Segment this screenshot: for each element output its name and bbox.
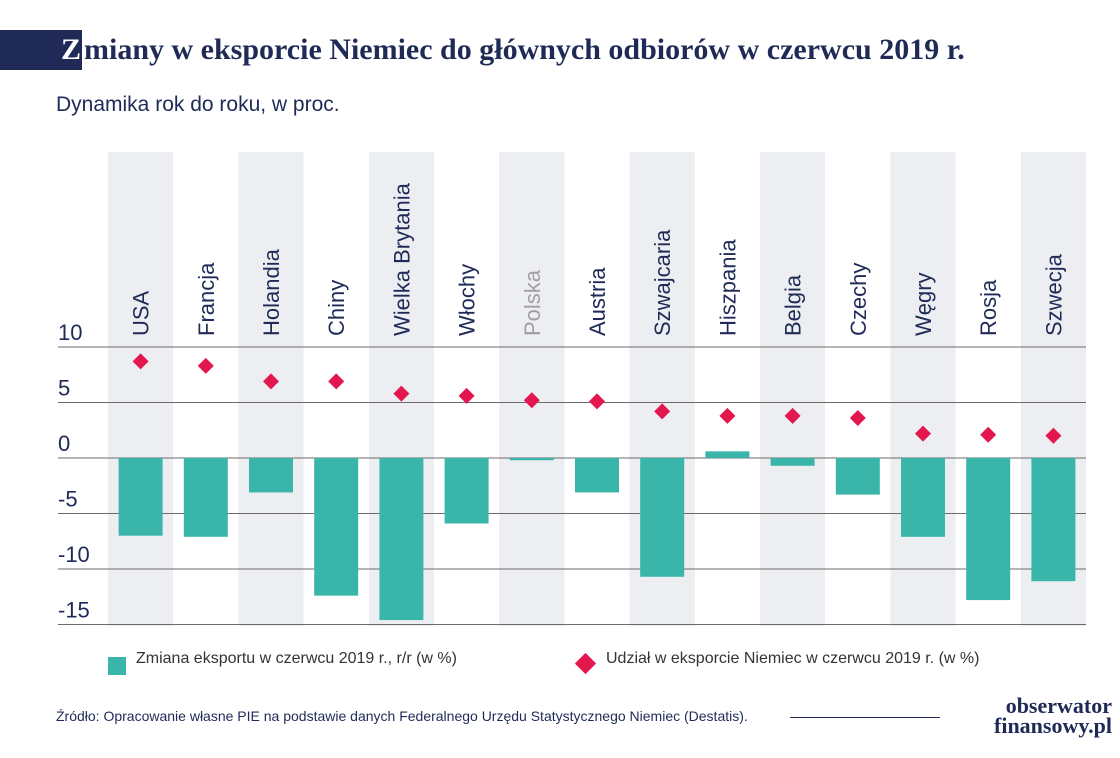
logo: obserwator finansowy.pl bbox=[952, 693, 1112, 738]
category-label: USA bbox=[129, 290, 154, 336]
column-band bbox=[108, 152, 174, 626]
y-tick-label: 5 bbox=[58, 376, 70, 401]
category-label: Francja bbox=[194, 262, 219, 336]
title-initial: Z bbox=[60, 30, 82, 70]
source-divider bbox=[790, 717, 940, 718]
diamond-marker bbox=[915, 425, 931, 442]
y-tick-label: -5 bbox=[58, 487, 78, 512]
bar bbox=[640, 458, 685, 577]
diamond-marker bbox=[654, 403, 671, 420]
category-label: Polska bbox=[520, 269, 545, 336]
category-label: Holandia bbox=[259, 248, 284, 336]
category-label: Hiszpania bbox=[715, 239, 740, 336]
category-label: Wielka Brytania bbox=[389, 182, 414, 336]
logo-line-2: finansowy.pl bbox=[994, 713, 1112, 738]
category-label: Szwecja bbox=[1041, 253, 1066, 336]
column-band bbox=[499, 152, 565, 626]
category-label: Belgia bbox=[781, 274, 806, 336]
logo-line-1: obserwator bbox=[1005, 693, 1112, 718]
diamond-marker bbox=[328, 373, 345, 390]
bar bbox=[575, 458, 619, 493]
diamond-marker bbox=[719, 407, 736, 424]
diamond-marker bbox=[132, 353, 149, 370]
diamond-marker bbox=[849, 410, 866, 427]
y-tick-label: -10 bbox=[58, 542, 90, 567]
diamond-marker bbox=[458, 387, 475, 404]
category-label: Austria bbox=[585, 267, 610, 336]
legend-diamond-marker bbox=[574, 652, 597, 675]
bar bbox=[901, 458, 945, 537]
column-band bbox=[760, 152, 826, 626]
y-tick-label: -15 bbox=[58, 598, 90, 623]
title-accent-bar bbox=[0, 30, 60, 70]
bar bbox=[249, 458, 293, 493]
category-label: Włochy bbox=[455, 264, 480, 336]
bar bbox=[183, 458, 228, 537]
legend-diamond-label: Udział w eksporcie Niemiec w czerwcu 201… bbox=[606, 650, 980, 667]
diamond-marker bbox=[1045, 427, 1062, 444]
diamond-marker bbox=[263, 373, 279, 390]
bar bbox=[770, 458, 815, 466]
legend-bar-swatch bbox=[108, 657, 126, 675]
diamond-marker bbox=[197, 357, 214, 374]
diamond-marker bbox=[523, 392, 540, 409]
category-label: Szwajcaria bbox=[650, 229, 675, 336]
bar bbox=[379, 458, 424, 621]
bar bbox=[835, 458, 880, 495]
bar bbox=[509, 458, 554, 461]
chart-title: miany w eksporcie Niemiec do głównych od… bbox=[84, 33, 965, 66]
category-label: Czechy bbox=[846, 263, 871, 336]
column-band bbox=[890, 152, 956, 626]
diamond-marker bbox=[393, 385, 410, 402]
chart-subtitle: Dynamika rok do roku, w proc. bbox=[56, 93, 340, 116]
bar bbox=[705, 451, 750, 458]
bar bbox=[314, 458, 359, 596]
legend-bar-label: Zmiana eksportu w czerwcu 2019 r., r/r (… bbox=[136, 650, 457, 667]
diamond-marker bbox=[980, 426, 997, 443]
source-note: Źródło: Opracowanie własne PIE na podsta… bbox=[56, 708, 748, 724]
category-label: Chiny bbox=[324, 280, 349, 336]
diamond-marker bbox=[784, 407, 801, 424]
y-tick-label: 0 bbox=[58, 431, 70, 456]
category-label: Rosja bbox=[976, 279, 1001, 336]
bar-chart: 10 5 0 -5 -10 -15 USA Francja Holandia Chiny Wielk… bbox=[58, 152, 1086, 626]
bar bbox=[1031, 458, 1076, 582]
bar bbox=[118, 458, 163, 536]
y-tick-label: 10 bbox=[58, 320, 82, 345]
category-label: Węgry bbox=[911, 272, 936, 336]
diamond-marker bbox=[589, 393, 605, 410]
bar bbox=[444, 458, 489, 524]
bar bbox=[966, 458, 1011, 601]
